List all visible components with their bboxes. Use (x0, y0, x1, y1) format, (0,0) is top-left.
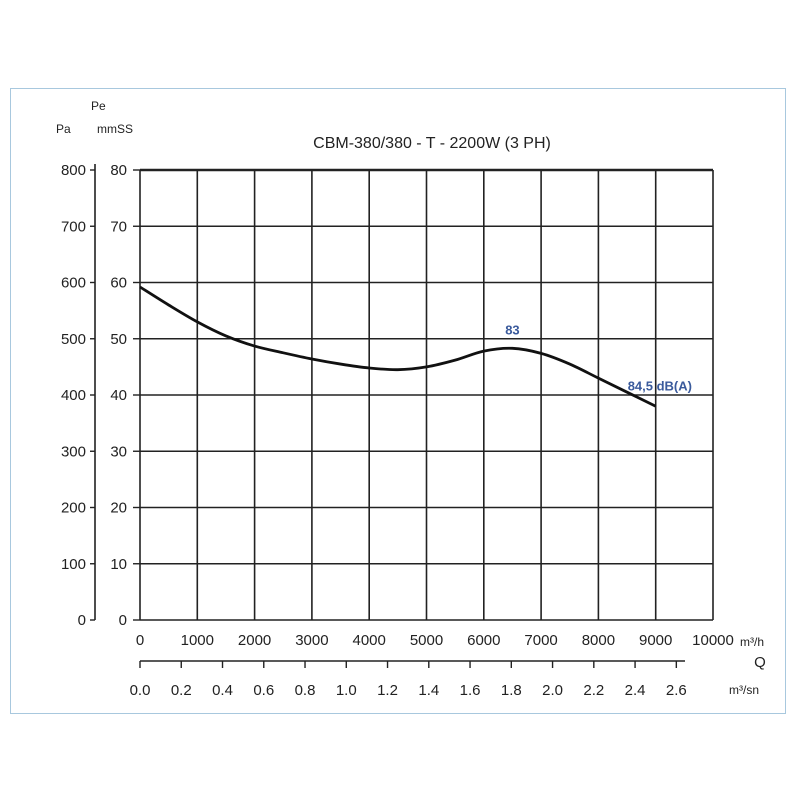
x-axis-m3sn-tick-label-0: 0.0 (130, 682, 151, 699)
annotation-0: 83 (505, 322, 519, 337)
series-group (139, 285, 657, 408)
chart-frame (10, 88, 786, 714)
x-axis-m3h-tick-label-8: 8000 (582, 632, 615, 649)
x-axis-m3h-tick-label-3: 3000 (295, 632, 328, 649)
x-axis-m3sn-tick-label-5: 1.0 (336, 682, 357, 699)
x-axis-m3h-unit: m³/h (740, 635, 764, 649)
y-axis-mmss-tick-label-8: 80 (110, 162, 127, 179)
x-axis-m3h-tick-label-6: 6000 (467, 632, 500, 649)
annotations: 83 84,5 dB(A) (505, 322, 692, 393)
y-axis-pa-tick-label-7: 700 (61, 218, 86, 235)
series-line-0 (139, 285, 657, 408)
x-axis-m3sn-tick-label-9: 1.8 (501, 682, 522, 699)
chart-title: CBM-380/380 - T - 2200W (3 PH) (313, 135, 551, 152)
x-axis-m3sn-tick-label-11: 2.2 (583, 682, 604, 699)
x-axis-m3sn-tick-label-7: 1.4 (418, 682, 439, 699)
x-axis-m3h-tick-label-0: 0 (136, 632, 144, 649)
axes (90, 164, 685, 668)
y-axis-pa-tick-label-3: 300 (61, 443, 86, 460)
x-axis-m3h-tick-label-5: 5000 (410, 632, 443, 649)
y-axis-mmss-tick-label-4: 40 (110, 387, 127, 404)
x-axis-m3h-tick-label-4: 4000 (353, 632, 386, 649)
y-axis-pa-tick-label-0: 0 (78, 612, 86, 629)
x-axis-m3sn-tick-label-13: 2.6 (666, 682, 687, 699)
y-axis-mmss-tick-label-3: 30 (110, 443, 127, 460)
x-axis-m3h-tick-label-2: 2000 (238, 632, 271, 649)
grid (139, 168, 714, 621)
x-axis-m3sn-tick-label-10: 2.0 (542, 682, 563, 699)
y-axis-pa-tick-label-4: 400 (61, 387, 86, 404)
y-axis-mmss-tick-label-5: 50 (110, 331, 127, 348)
x-axis-m3sn-tick-label-4: 0.8 (295, 682, 316, 699)
y-axis-pa-tick-label-8: 800 (61, 162, 86, 179)
x-axis-m3h-tick-label-9: 9000 (639, 632, 672, 649)
x-axis-m3sn-tick-label-3: 0.6 (253, 682, 274, 699)
y-axis-pa-tick-label-2: 200 (61, 500, 86, 517)
y-axis-mmss-tick-label-2: 20 (110, 500, 127, 517)
x-axis-m3sn-label: Q (754, 654, 766, 671)
y-axis-mmss-label-top: Pe (91, 99, 106, 113)
x-axis-m3h-tick-label-10: 10000 (692, 632, 734, 649)
tick-labels: 0100200300400500600700800010203040506070… (61, 162, 734, 699)
x-axis-m3sn-unit: m³/sn (729, 683, 759, 697)
y-axis-pa-tick-label-5: 500 (61, 331, 86, 348)
y-axis-pa-label: Pa (56, 122, 71, 136)
y-axis-mmss-label: mmSS (97, 122, 133, 136)
y-axis-mmss-tick-label-7: 70 (110, 218, 127, 235)
x-axis-m3sn-tick-label-12: 2.4 (625, 682, 646, 699)
x-axis-m3sn-tick-label-8: 1.6 (460, 682, 481, 699)
x-axis-m3sn-tick-label-6: 1.2 (377, 682, 398, 699)
x-axis-m3sn-tick-label-1: 0.2 (171, 682, 192, 699)
y-axis-pa-tick-label-6: 600 (61, 275, 86, 292)
y-axis-mmss-tick-label-0: 0 (119, 612, 127, 629)
annotation-1: 84,5 dB(A) (628, 378, 692, 393)
x-axis-m3h-tick-label-1: 1000 (181, 632, 214, 649)
y-axis-mmss-tick-label-1: 10 (110, 556, 127, 573)
x-axis-m3sn-tick-label-2: 0.4 (212, 682, 233, 699)
y-axis-mmss-tick-label-6: 60 (110, 275, 127, 292)
y-axis-pa-tick-label-1: 100 (61, 556, 86, 573)
x-axis-m3h-tick-label-7: 7000 (524, 632, 557, 649)
